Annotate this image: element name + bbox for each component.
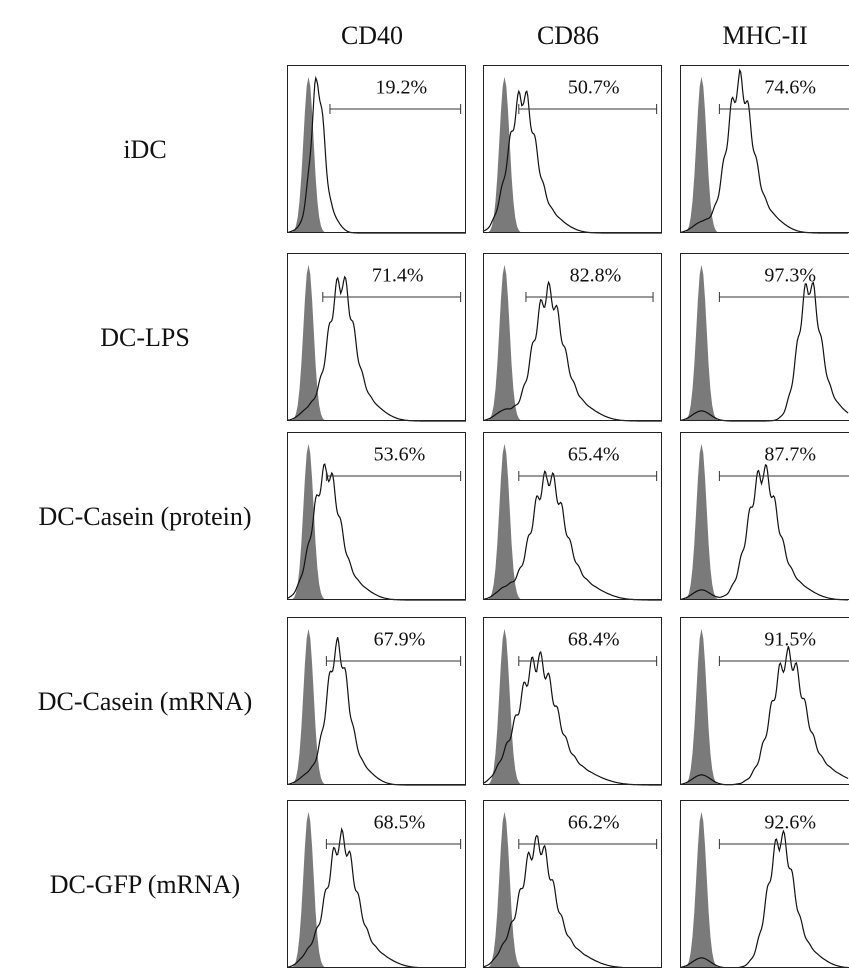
control-histogram bbox=[680, 76, 849, 233]
row-label: iDC bbox=[123, 135, 166, 164]
gate-percentage: 71.4% bbox=[372, 265, 424, 287]
row-label: DC-Casein (protein) bbox=[38, 502, 251, 531]
panel-frame bbox=[680, 65, 849, 233]
panel-frame bbox=[483, 432, 662, 600]
gate-percentage: 19.2% bbox=[375, 77, 427, 99]
sample-histogram bbox=[679, 829, 849, 968]
gate-percentage: 97.3% bbox=[764, 265, 816, 287]
panel-frame bbox=[680, 432, 849, 600]
panel-frame bbox=[287, 65, 466, 233]
gate-percentage: 66.2% bbox=[568, 812, 620, 834]
gate-percentage: 87.7% bbox=[764, 444, 816, 466]
control-histogram bbox=[287, 264, 466, 421]
panel-frame bbox=[287, 432, 466, 600]
sample-histogram bbox=[679, 646, 849, 786]
gate-percentage: 50.7% bbox=[568, 77, 620, 99]
control-histogram bbox=[287, 811, 466, 968]
panel-frame bbox=[483, 253, 662, 421]
control-histogram bbox=[287, 443, 466, 600]
control-histogram bbox=[287, 628, 466, 785]
panel-frame bbox=[483, 617, 662, 785]
row-label: DC-LPS bbox=[100, 323, 190, 352]
column-title: CD86 bbox=[537, 21, 599, 50]
control-histogram bbox=[680, 443, 849, 600]
gate-percentage: 74.6% bbox=[764, 77, 816, 99]
row-label: DC-GFP (mRNA) bbox=[50, 870, 240, 899]
control-histogram bbox=[680, 628, 849, 785]
control-histogram bbox=[483, 628, 662, 785]
gate-percentage: 68.4% bbox=[568, 629, 620, 651]
control-histogram bbox=[483, 264, 662, 421]
gate-percentage: 91.5% bbox=[764, 629, 816, 651]
sample-histogram bbox=[286, 827, 466, 968]
gate-percentage: 53.6% bbox=[374, 444, 426, 466]
control-histogram bbox=[483, 443, 662, 600]
panel-frame bbox=[680, 253, 849, 421]
control-histogram bbox=[680, 264, 849, 421]
gate-percentage: 68.5% bbox=[374, 812, 426, 834]
panel-frame bbox=[483, 65, 662, 233]
column-title: CD40 bbox=[341, 21, 403, 50]
sample-histogram bbox=[679, 464, 849, 601]
gate-percentage: 82.8% bbox=[570, 265, 622, 287]
column-title: MHC-II bbox=[722, 21, 807, 50]
gate-percentage: 92.6% bbox=[764, 812, 816, 834]
control-histogram bbox=[483, 76, 662, 233]
control-histogram bbox=[483, 811, 662, 968]
panel-frame bbox=[680, 617, 849, 785]
gate-percentage: 67.9% bbox=[374, 629, 426, 651]
panel-frame bbox=[287, 253, 466, 421]
gate-percentage: 65.4% bbox=[568, 444, 620, 466]
control-histogram bbox=[680, 811, 849, 968]
control-histogram bbox=[287, 76, 466, 233]
row-label: DC-Casein (mRNA) bbox=[38, 687, 252, 716]
panel-frame bbox=[287, 617, 466, 785]
